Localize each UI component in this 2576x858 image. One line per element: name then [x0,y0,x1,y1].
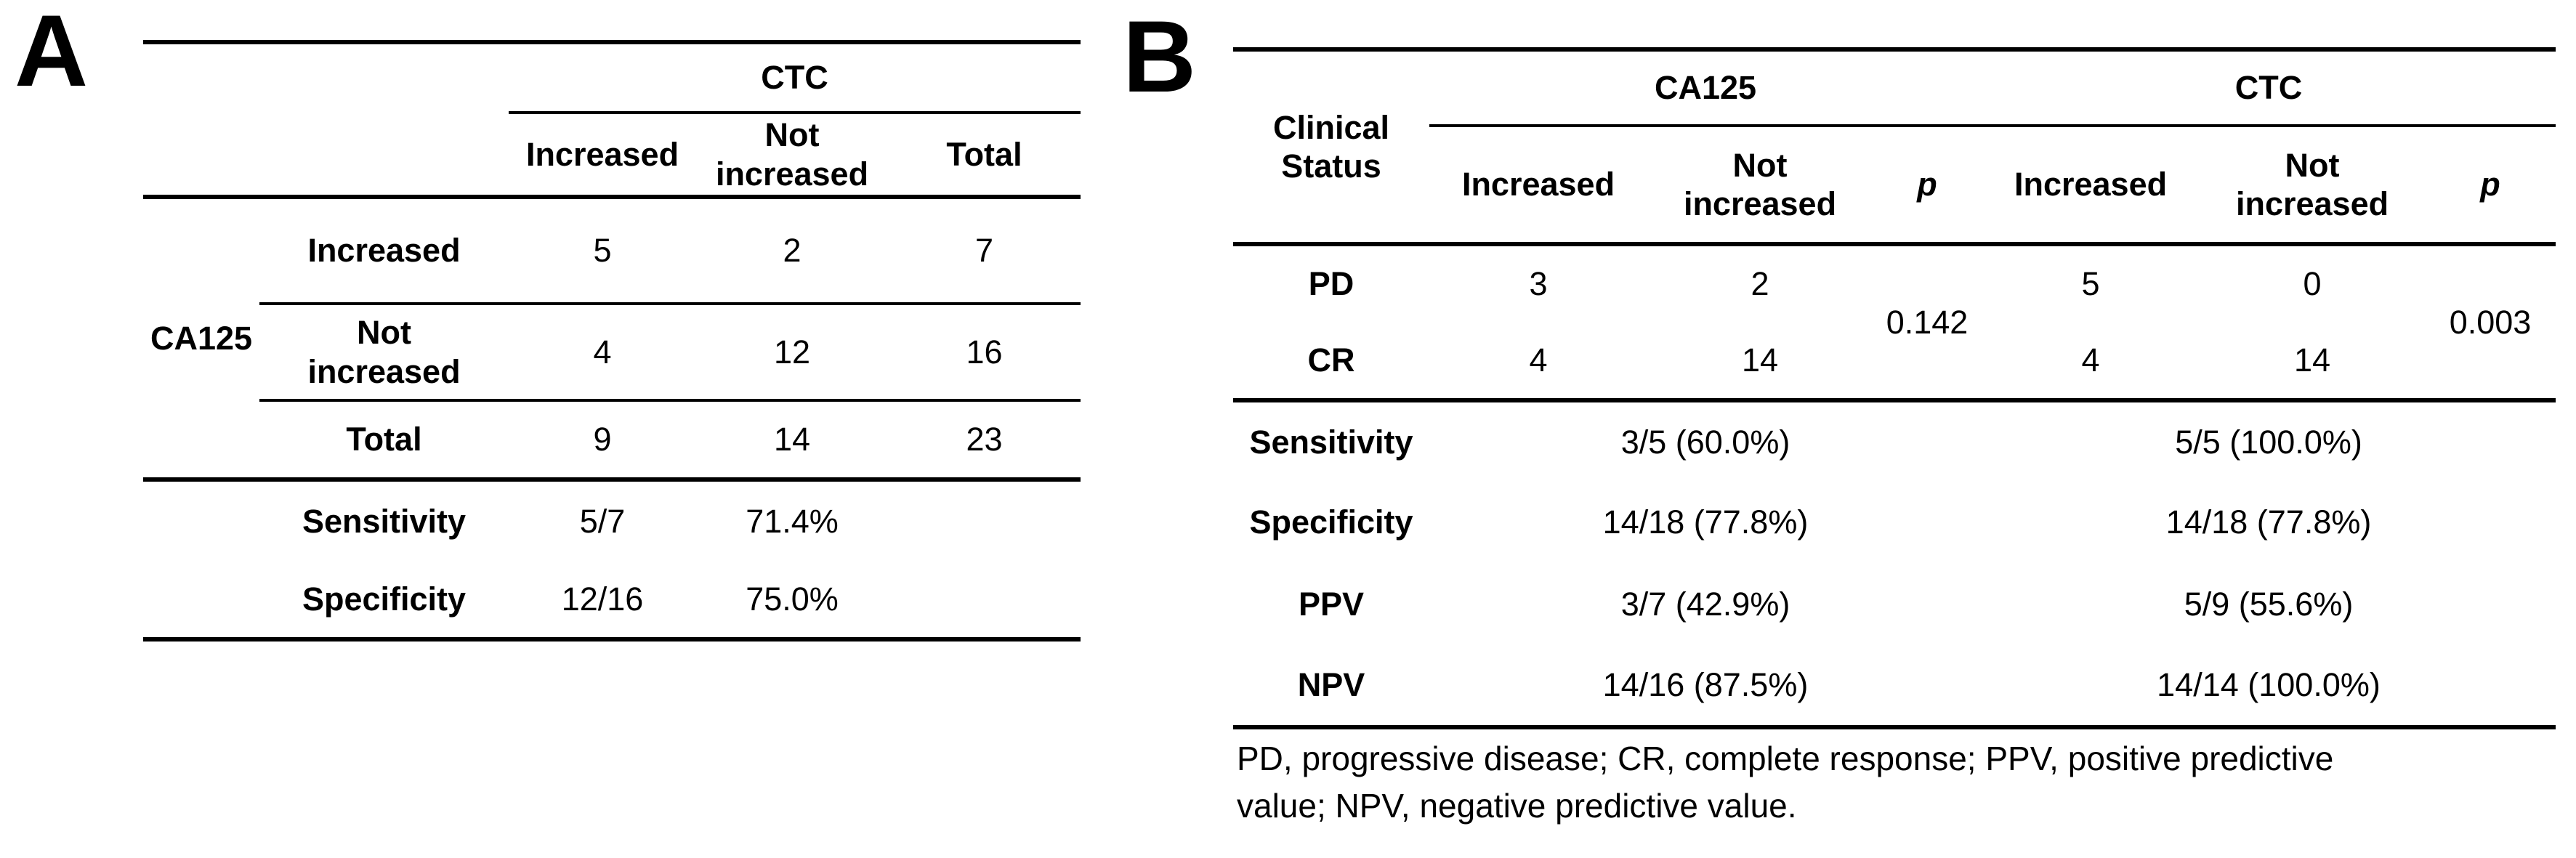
a-col-header-increased: Increased [509,113,696,199]
b-stat-label: Sensitivity [1249,423,1413,461]
a-stat-label: Specificity [259,562,509,642]
a-col-header-total: Total [888,113,1081,199]
a-row-sensitivity: Sensitivity 5/7 71.4% [143,479,1081,562]
b-stat-value-ctc: 5/5 (100.0%) [2175,423,2362,461]
b-col-header-p: p [2425,126,2556,246]
table-b-footnote: PD, progressive disease; CR, complete re… [1237,735,2333,830]
b-col-header-not-increased: Not increased [2200,126,2426,246]
b-cell: 3 [1529,265,1548,303]
b-stat-value-ca125: 3/5 (60.0%) [1620,423,1790,461]
a-group-header-row: CTC [143,40,1081,114]
a-col-header-not-increased: Not increased [696,113,888,199]
b-group-header-row: Clinical Status CA125 CTC [1233,47,2556,246]
b-col-header-p: p [1873,126,1982,246]
a-cell: 7 [888,197,1081,305]
b-stub-header-clinical-status: Clinical Status [1233,47,1429,246]
b-stat-value-ca125: 3/7 (42.9%) [1620,585,1790,623]
b-col-header-increased: Increased [1982,126,2200,246]
a-blank [888,562,1081,642]
a-stat-percent: 75.0% [696,562,888,642]
b-row-npv: NPV 14/16 (87.5%) 14/14 (100.0%) [1233,645,2556,729]
b-stat-label: PPV [1298,585,1365,623]
a-row-total: Total 9 14 23 [143,400,1081,482]
b-group-header-ctc: CTC [1982,47,2556,127]
a-stat-fraction: 12/16 [509,562,696,642]
b-column-header-row: Increased Not increased p Increased Not … [1233,126,2556,246]
a-stub-ca125: CA125 [143,197,259,482]
a-cell: 5 [509,197,696,305]
b-cell: 2 [1751,265,1769,303]
b-stat-label: Specificity [1249,503,1413,541]
b-stat-value-ctc: 5/9 (55.6%) [2184,585,2354,623]
b-cell: 4 [1429,322,1647,402]
a-row-specificity: Specificity 12/16 75.0% [143,562,1081,642]
a-cell: 14 [696,400,888,482]
footnote-line-2: value; NPV, negative predictive value. [1237,787,1797,825]
a-corner-blank [143,40,509,113]
b-row-cr: CR 4 14 4 14 [1233,322,2556,402]
b-stat-value-ctc: 14/18 (77.8%) [2165,503,2372,541]
b-row-label-pd: PD [1308,265,1354,303]
b-row-ppv: PPV 3/7 (42.9%) 5/9 (55.6%) [1233,563,2556,645]
a-stat-fraction: 5/7 [579,503,626,541]
b-p-value-ca125: 0.142 [1873,244,1982,402]
a-column-header-row: Increased Not increased Total [143,113,1081,199]
a-stat-percent: 71.4% [746,503,839,541]
panel-b-table: Clinical Status CA125 CTC Increased Not … [1233,47,2556,729]
a-row-increased: CA125 Increased 5 2 7 [143,197,1081,482]
a-row-label: Not increased [259,304,509,402]
b-stat-value-ca125: 14/18 (77.8%) [1602,503,1809,541]
a-cell: 16 [888,304,1081,402]
panel-b-label: B [1123,0,1197,113]
b-col-header-not-increased: Not increased [1647,126,1873,246]
a-blank [143,562,259,642]
a-row-label: Increased [259,197,509,305]
a-group-header-ctc: CTC [509,40,1081,114]
b-p-value-ctc: 0.003 [2425,244,2556,402]
b-row-specificity: Specificity 14/18 (77.8%) 14/18 (77.8%) [1233,482,2556,563]
a-cell: 23 [888,400,1081,482]
b-cell: 5 [2081,265,2100,303]
a-cell: 4 [509,304,696,402]
b-cell: 14 [2200,322,2426,402]
b-cell: 4 [1982,322,2200,402]
b-cell: 14 [1647,322,1873,402]
b-stat-value-ca125: 14/16 (87.5%) [1429,645,1982,729]
a-blank [143,479,259,562]
a-stat-label: Sensitivity [302,503,467,541]
a-cell: 9 [509,400,696,482]
a-row-not-increased: Not increased 4 12 16 [143,304,1081,402]
a-cell: 12 [696,304,888,402]
b-group-header-ca125: CA125 [1429,47,1982,127]
panel-a-label: A [15,0,89,108]
a-header-blank [143,113,509,199]
b-row-sensitivity: Sensitivity 3/5 (60.0%) 5/5 (100.0%) [1233,400,2556,482]
b-row-label-cr: CR [1233,322,1429,402]
b-row-pd: PD 3 2 0.142 5 0 0.003 [1233,244,2556,402]
panel-a-table: CTC Increased Not increased Total CA125 … [143,40,1081,642]
footnote-line-1: PD, progressive disease; CR, complete re… [1237,740,2334,777]
a-blank [888,479,1081,562]
a-cell: 2 [696,197,888,305]
b-stat-label: NPV [1233,645,1429,729]
b-col-header-increased: Increased [1429,126,1647,246]
b-stat-value-ctc: 14/14 (100.0%) [1982,645,2556,729]
b-cell: 0 [2303,265,2322,303]
a-row-label: Total [259,400,509,482]
